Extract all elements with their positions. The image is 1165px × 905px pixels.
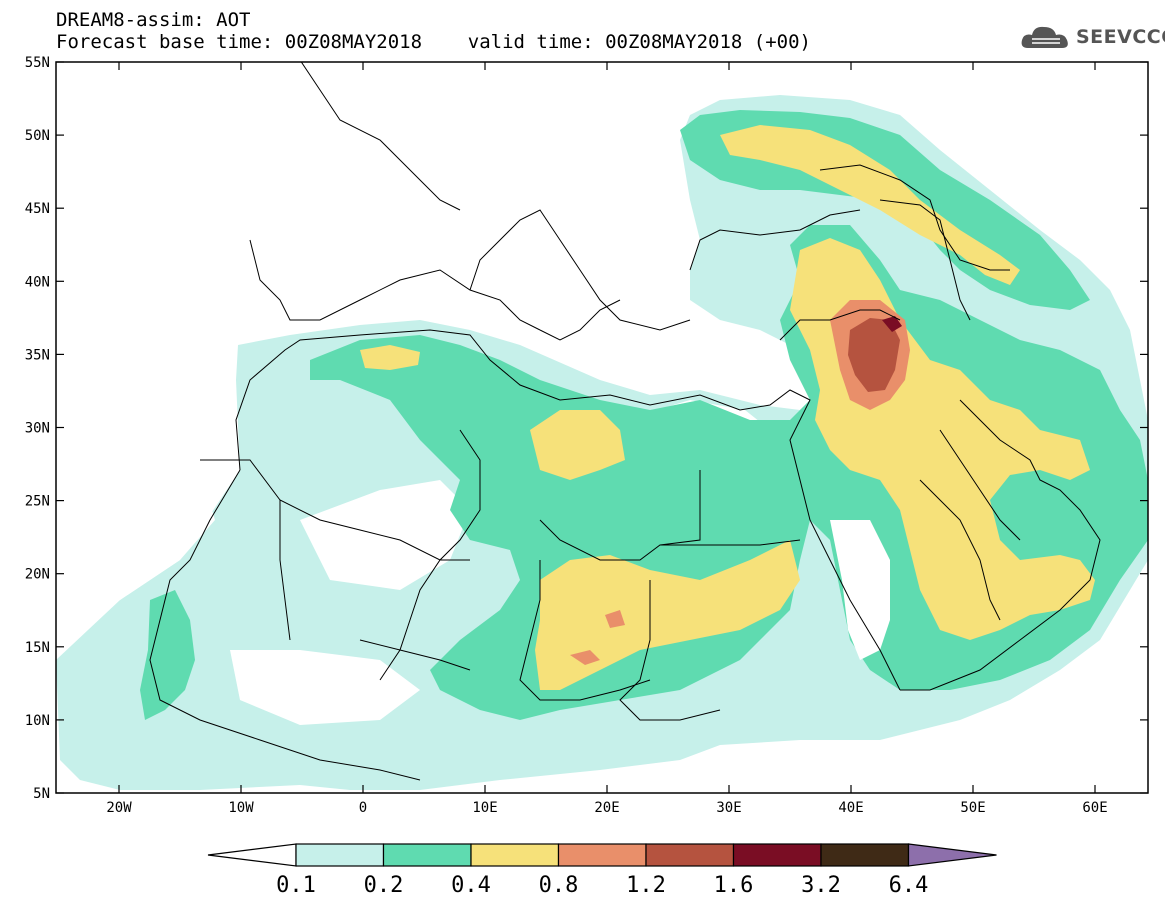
colorbar-segment (732, 843, 822, 867)
colorbar-label: 1.2 (626, 873, 666, 898)
seevccc-logo: SEEVCCC (1020, 22, 1165, 52)
colorbar-label: 0.8 (539, 873, 579, 898)
aot-band-1.2 (848, 318, 900, 392)
aot-band-0.4 (530, 410, 625, 480)
lon-label: 30E (716, 800, 741, 816)
logo-text: SEEVCCC (1076, 26, 1165, 48)
lat-label: 10N (25, 713, 50, 729)
coastlines (149, 62, 1101, 781)
aot-band-1.6 (882, 316, 902, 332)
cloud-icon (1021, 26, 1068, 48)
colorbar-label: 0.1 (276, 873, 316, 898)
lat-label: 25N (25, 494, 50, 510)
colorbar-label: 1.6 (714, 873, 754, 898)
lon-label: 10E (472, 800, 497, 816)
lat-label: 40N (25, 274, 50, 290)
colorbar-segment (295, 843, 385, 867)
colorbar-segment (470, 843, 560, 867)
colorbar-under-arrow (207, 843, 297, 867)
lat-label: 20N (25, 567, 50, 583)
lon-label: 50E (960, 800, 985, 816)
lon-label: 10W (228, 800, 254, 816)
colorbar-label: 6.4 (889, 873, 929, 898)
colorbar (207, 843, 997, 867)
colorbar-segment (557, 843, 647, 867)
lat-label: 30N (25, 421, 50, 437)
aot-shading (56, 95, 1148, 790)
colorbar-segment (820, 843, 910, 867)
lat-label: 45N (25, 201, 50, 217)
lat-label: 35N (25, 347, 50, 363)
lon-label: 60E (1082, 800, 1107, 816)
lat-label: 5N (33, 786, 50, 802)
colorbar-segment (382, 843, 472, 867)
lon-label: 40E (838, 800, 863, 816)
colorbar-label: 0.4 (451, 873, 491, 898)
lon-label: 20E (594, 800, 619, 816)
lon-label: 0 (359, 800, 367, 816)
lat-label: 55N (25, 55, 50, 71)
colorbar-label: 3.2 (801, 873, 841, 898)
map-title: DREAM8-assim: AOT (56, 9, 251, 31)
colorbar-label: 0.2 (364, 873, 404, 898)
lon-label: 20W (106, 800, 132, 816)
colorbar-segment (645, 843, 735, 867)
lat-label: 15N (25, 640, 50, 656)
colorbar-over-arrow (907, 843, 997, 867)
lat-label: 50N (25, 128, 50, 144)
forecast-time-line: Forecast base time: 00Z08MAY2018 valid t… (56, 31, 811, 53)
